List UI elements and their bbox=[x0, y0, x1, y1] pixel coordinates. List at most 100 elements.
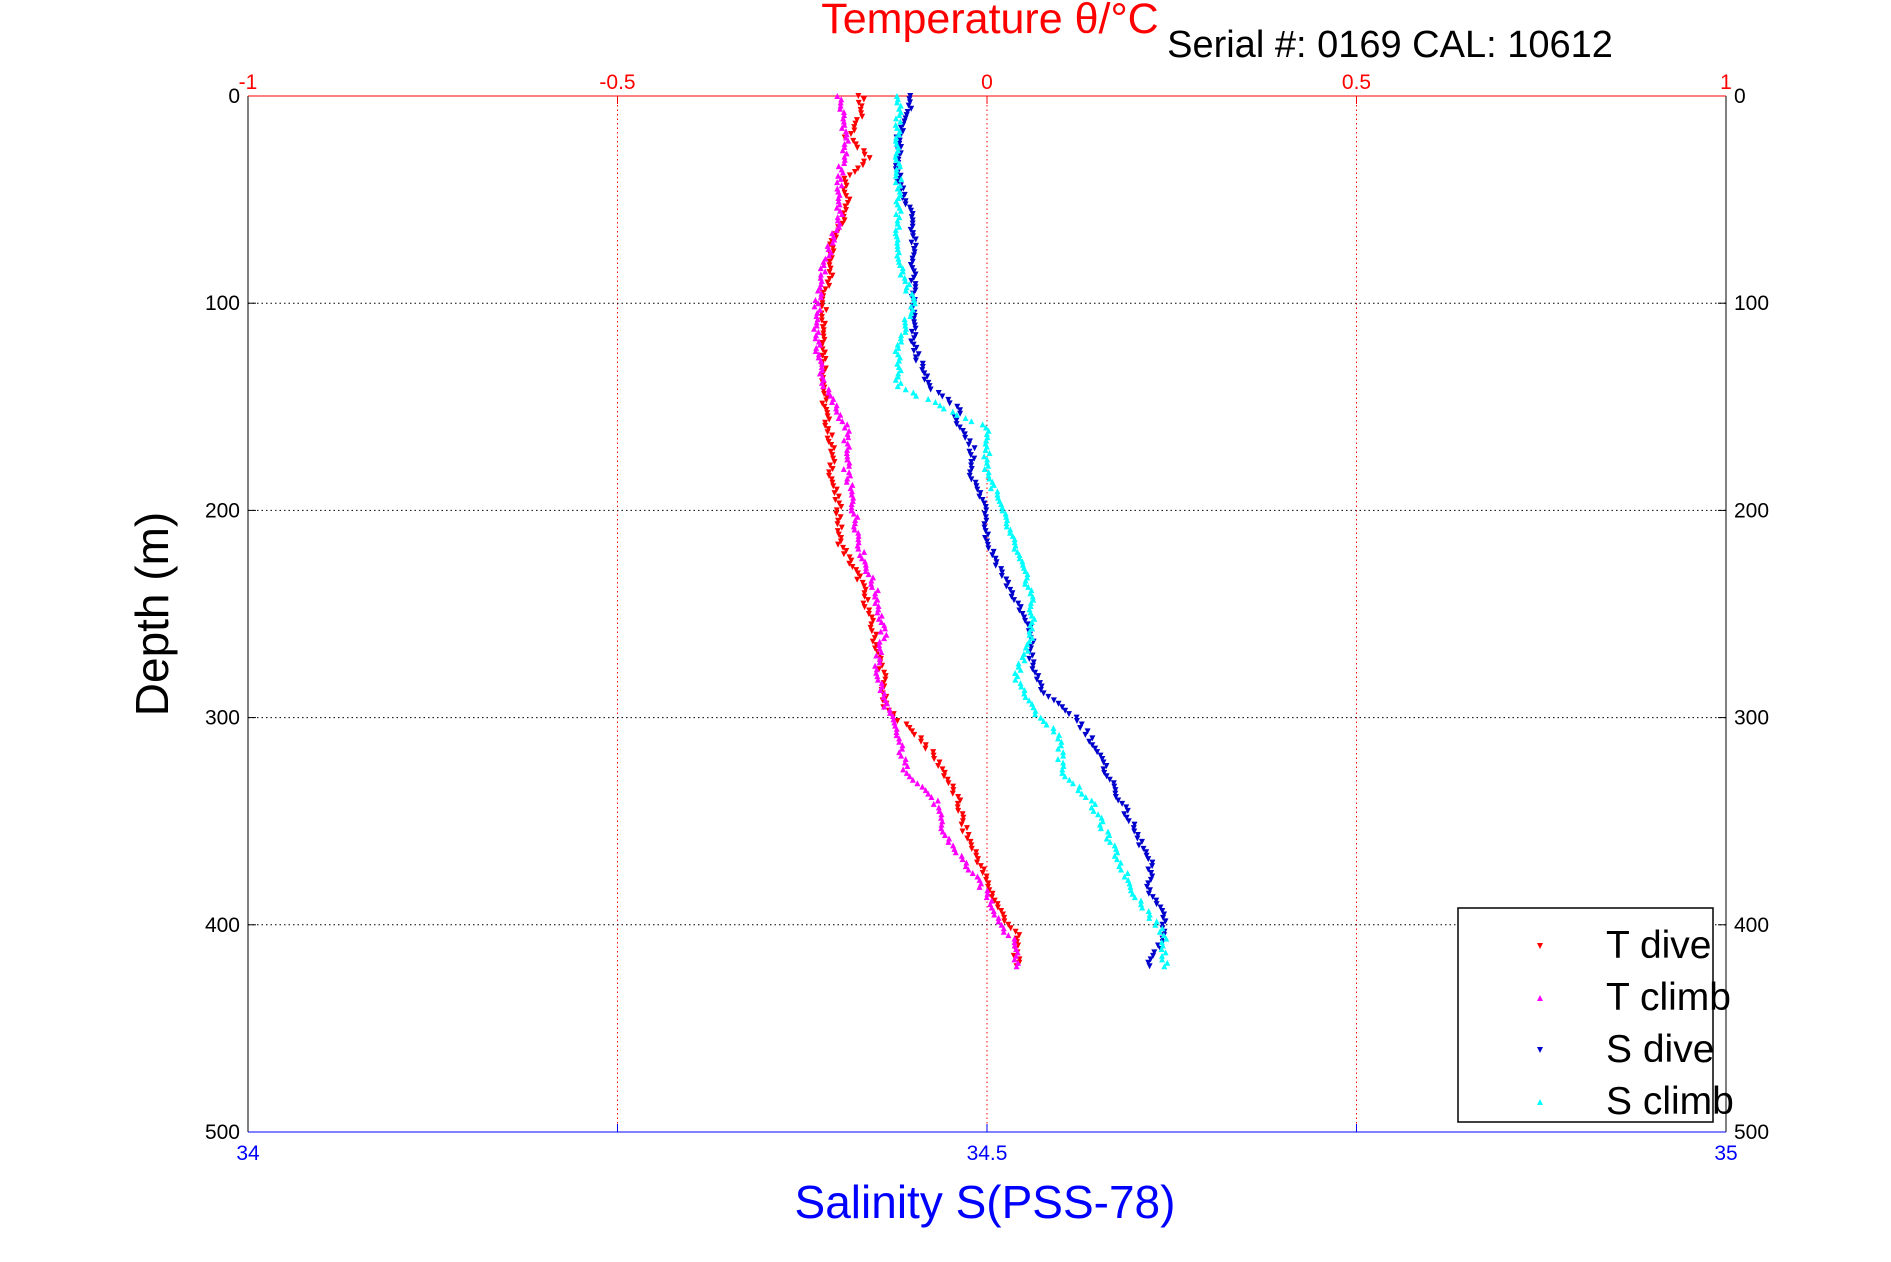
data-point bbox=[877, 686, 884, 693]
data-point bbox=[868, 577, 875, 584]
data-point bbox=[1149, 859, 1156, 866]
data-point bbox=[877, 628, 884, 635]
data-point bbox=[1099, 818, 1106, 825]
data-point bbox=[854, 513, 861, 520]
legend-marker bbox=[1537, 943, 1543, 949]
data-point bbox=[841, 153, 848, 160]
data-point bbox=[841, 140, 848, 147]
data-point bbox=[893, 728, 900, 735]
data-point bbox=[903, 769, 910, 776]
data-point bbox=[1016, 932, 1023, 939]
data-point bbox=[896, 738, 903, 745]
data-point bbox=[1121, 873, 1128, 880]
data-point bbox=[968, 842, 975, 849]
data-point bbox=[1118, 866, 1125, 873]
data-point bbox=[872, 590, 879, 597]
data-point bbox=[1156, 928, 1163, 935]
data-point bbox=[861, 583, 868, 590]
data-point bbox=[953, 411, 960, 418]
data-point bbox=[1013, 963, 1020, 970]
data-point bbox=[833, 405, 840, 412]
data-point bbox=[816, 306, 823, 313]
data-point bbox=[840, 118, 847, 125]
data-point bbox=[842, 203, 849, 210]
data-point bbox=[835, 195, 842, 202]
data-point bbox=[829, 465, 836, 472]
data-point bbox=[1058, 738, 1065, 745]
data-point bbox=[818, 277, 825, 284]
data-point bbox=[850, 510, 857, 517]
data-point bbox=[902, 201, 909, 208]
data-point bbox=[984, 887, 991, 894]
data-point bbox=[965, 832, 972, 839]
data-point bbox=[972, 479, 979, 486]
data-point bbox=[892, 376, 899, 383]
data-point bbox=[912, 236, 919, 243]
data-point bbox=[959, 828, 966, 835]
data-point bbox=[1145, 880, 1152, 887]
data-point bbox=[903, 721, 910, 728]
data-point bbox=[897, 261, 904, 268]
data-point bbox=[910, 389, 917, 396]
data-point bbox=[894, 96, 901, 103]
data-point bbox=[854, 570, 861, 577]
data-point bbox=[974, 873, 981, 880]
data-point bbox=[981, 524, 988, 531]
data-point bbox=[818, 314, 825, 321]
data-point bbox=[897, 182, 904, 189]
data-point bbox=[855, 545, 862, 552]
data-point bbox=[912, 332, 919, 339]
data-point bbox=[816, 341, 823, 348]
chart-subtitle: Serial #: 0169 CAL: 10612 bbox=[1167, 24, 1613, 66]
data-point bbox=[1028, 612, 1035, 619]
data-point bbox=[910, 233, 917, 240]
data-point bbox=[909, 217, 916, 224]
data-point bbox=[973, 849, 980, 856]
data-point bbox=[844, 430, 851, 437]
data-point bbox=[906, 773, 913, 780]
data-point bbox=[950, 787, 957, 794]
data-point bbox=[1150, 952, 1157, 959]
data-point bbox=[836, 201, 843, 208]
data-point bbox=[833, 408, 840, 415]
data-point bbox=[939, 393, 946, 400]
data-point bbox=[938, 811, 945, 818]
data-point bbox=[857, 106, 864, 113]
data-point bbox=[945, 396, 952, 403]
data-point bbox=[949, 408, 956, 415]
data-point bbox=[1040, 718, 1047, 725]
depth-tick-label: 500 bbox=[205, 1121, 240, 1144]
data-point bbox=[861, 158, 868, 165]
data-point bbox=[1149, 873, 1156, 880]
data-point bbox=[1007, 925, 1014, 932]
legend: T dive T climb S dive S climb bbox=[1457, 907, 1734, 1123]
data-point bbox=[852, 516, 859, 523]
data-point bbox=[822, 419, 829, 426]
data-point bbox=[908, 214, 915, 221]
data-point bbox=[992, 555, 999, 562]
data-point bbox=[873, 631, 880, 638]
legend-marker bbox=[1537, 995, 1543, 1001]
series-s-climb bbox=[892, 93, 1171, 970]
data-point bbox=[936, 759, 943, 766]
data-point bbox=[861, 604, 868, 611]
data-point bbox=[844, 200, 851, 207]
data-point bbox=[959, 811, 966, 818]
data-point bbox=[962, 434, 969, 441]
data-point bbox=[955, 794, 962, 801]
depth-tick-labels-right: 0 100 200 300 400 500 bbox=[1734, 85, 1769, 1144]
data-point bbox=[826, 282, 833, 289]
data-point bbox=[995, 918, 1002, 925]
data-point bbox=[1009, 590, 1016, 597]
data-point bbox=[908, 338, 915, 345]
data-point bbox=[852, 141, 859, 148]
data-point bbox=[826, 258, 833, 265]
data-point bbox=[815, 328, 822, 335]
data-point bbox=[1014, 673, 1021, 680]
data-point bbox=[1037, 686, 1044, 693]
data-point bbox=[1103, 835, 1110, 842]
data-point bbox=[820, 383, 827, 390]
data-point bbox=[908, 277, 915, 284]
data-point bbox=[1060, 749, 1067, 756]
data-point bbox=[956, 424, 963, 431]
